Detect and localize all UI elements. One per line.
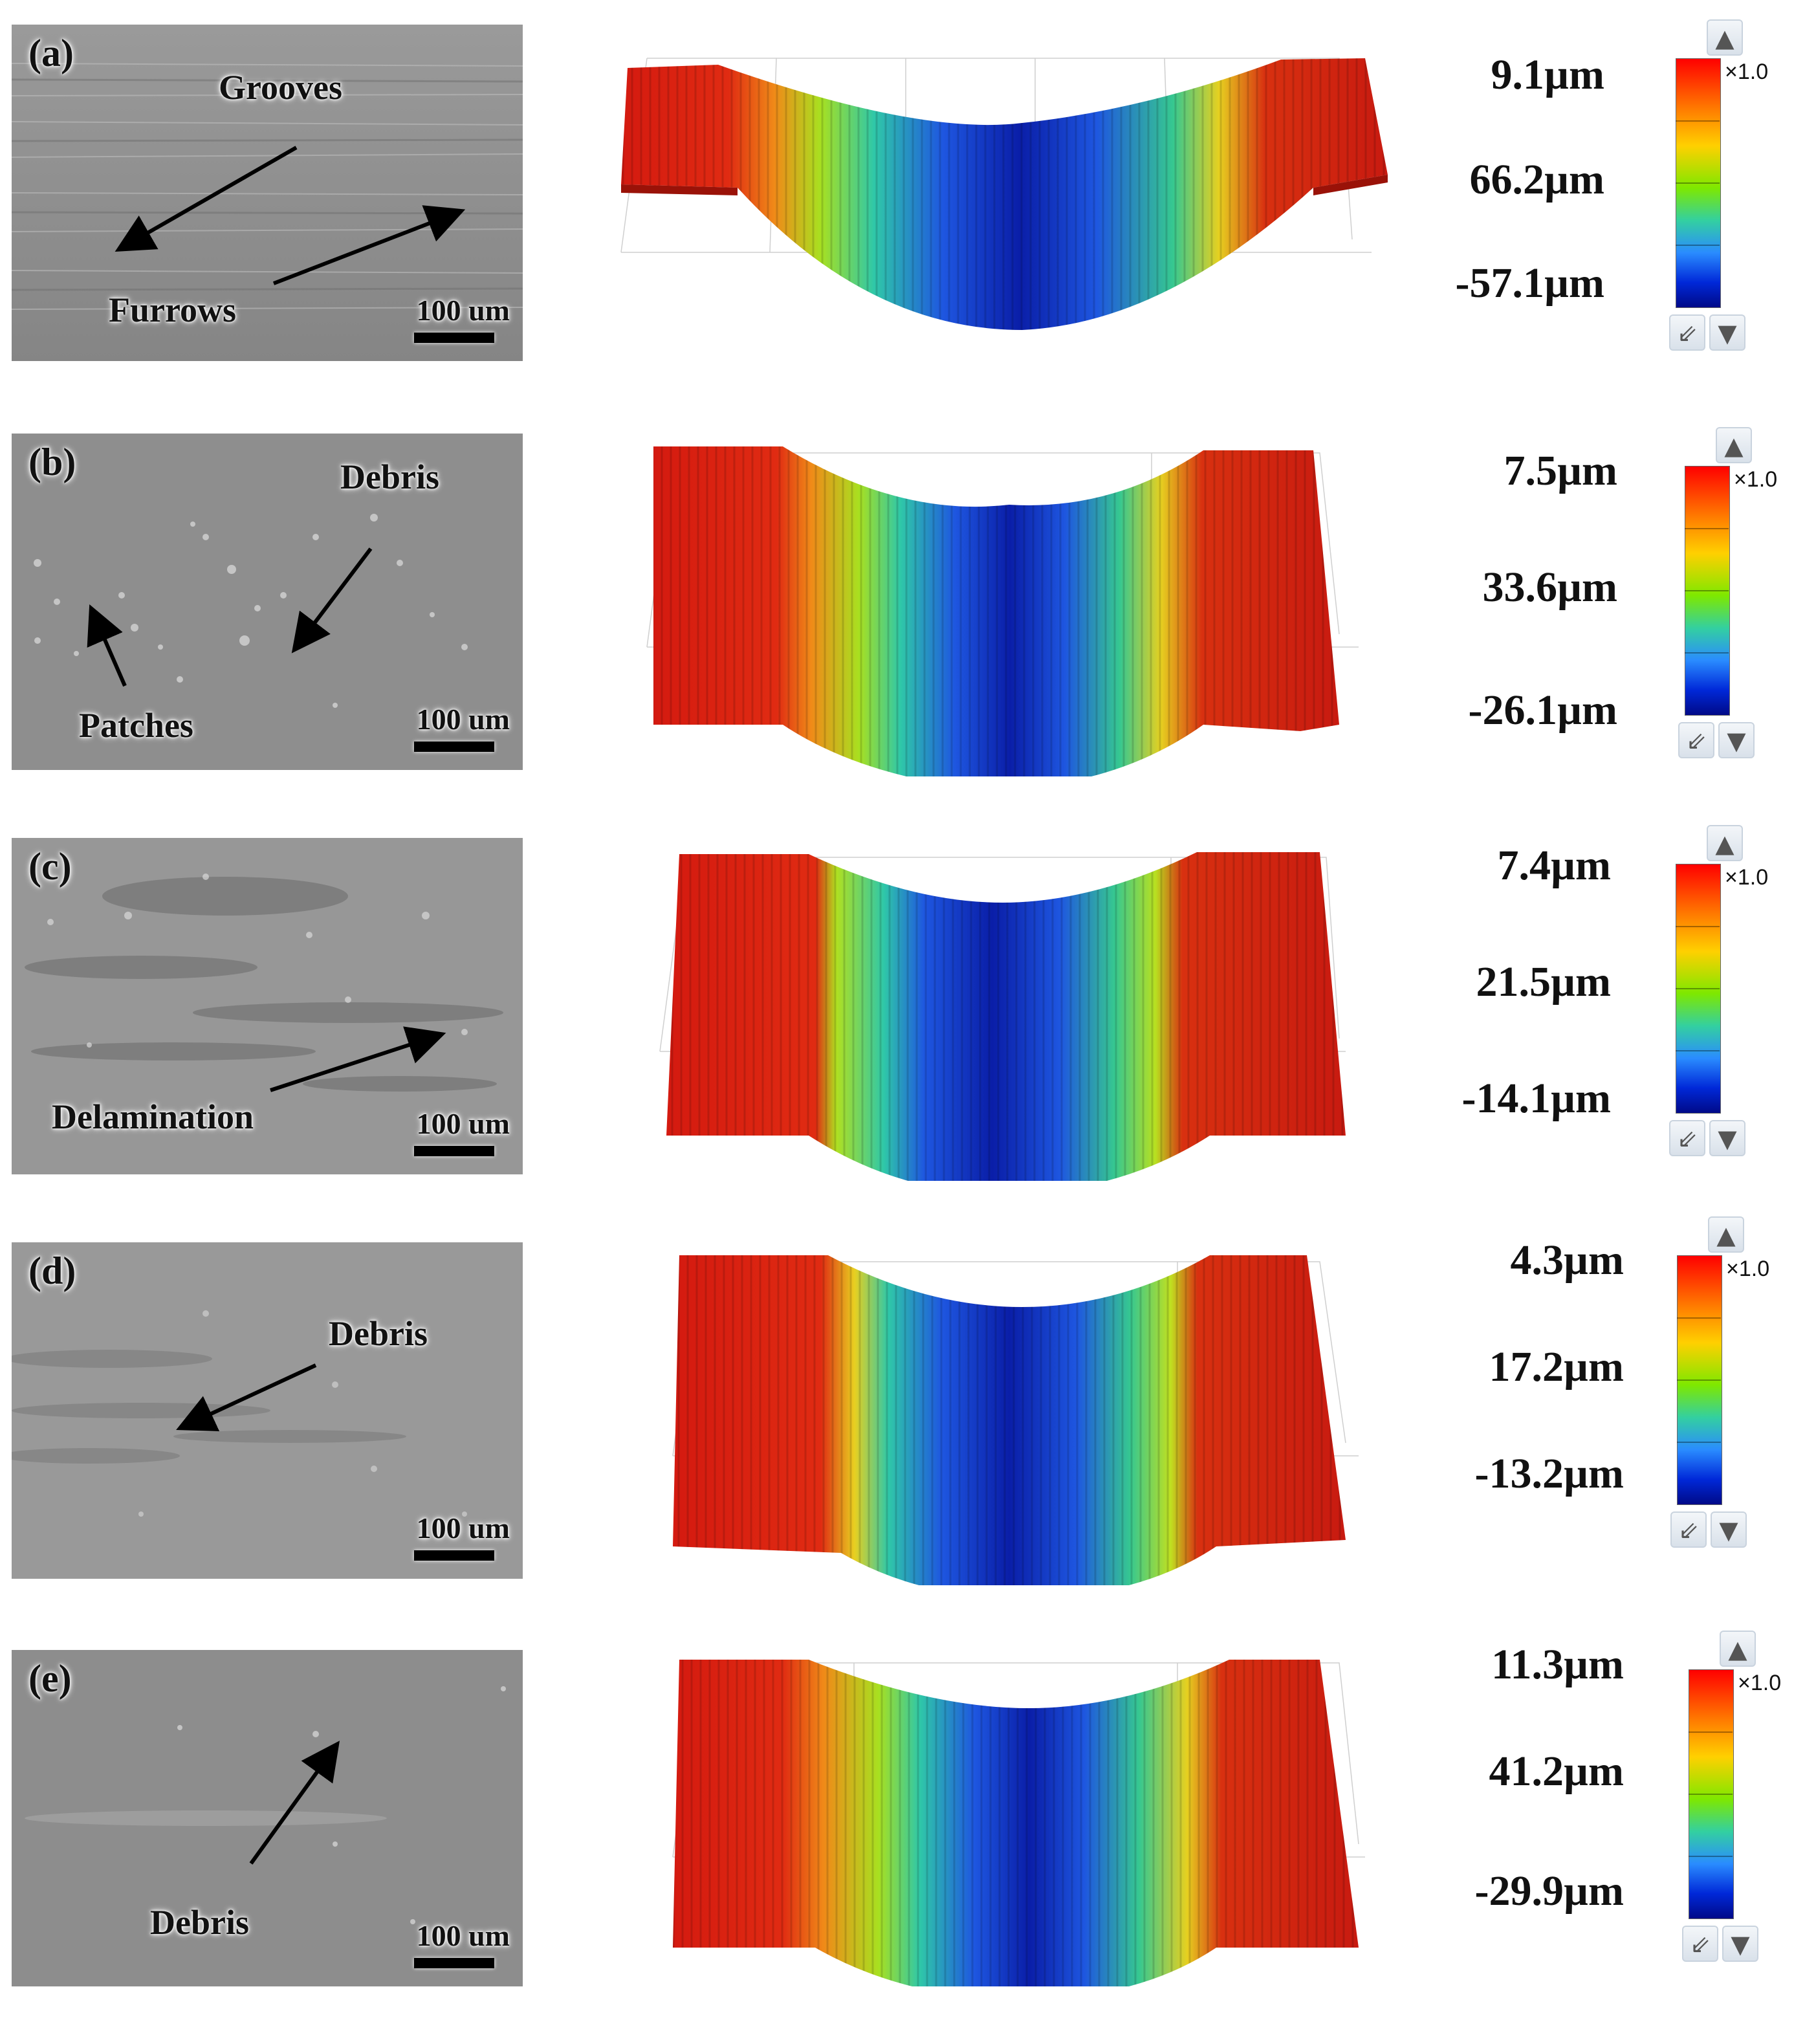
sem-texture bbox=[12, 838, 523, 1174]
scale-bar-label: 100 um bbox=[416, 1511, 510, 1544]
label-furrows: Furrows bbox=[109, 291, 236, 329]
arrow-down-icon[interactable]: ▼ bbox=[1709, 1120, 1745, 1156]
sem-texture bbox=[12, 1242, 523, 1579]
color-scale-bar bbox=[1677, 1255, 1722, 1505]
3d-profile-c bbox=[659, 852, 1346, 1181]
color-scale: ▲ ×1.0 ⇙ ▼ bbox=[1663, 19, 1779, 388]
panel-tag: (e) bbox=[28, 1657, 72, 1700]
sem-image-d: (d) Debris 100 um bbox=[12, 1242, 523, 1579]
scale-bar bbox=[414, 333, 494, 343]
sem-image-a: (a) Grooves Furrows 100 um bbox=[12, 25, 523, 361]
value-max: 7.5µm bbox=[1504, 447, 1617, 494]
value-min: -14.1µm bbox=[1461, 1075, 1611, 1122]
sem-texture bbox=[12, 434, 523, 770]
value-range: 66.2µm bbox=[1469, 156, 1604, 203]
panel-tag: (a) bbox=[28, 32, 74, 74]
scale-bar bbox=[414, 1550, 494, 1561]
color-scale-bar bbox=[1685, 466, 1730, 716]
scale-bar-label: 100 um bbox=[416, 703, 510, 736]
diagonal-arrow-icon[interactable]: ⇙ bbox=[1669, 1120, 1705, 1156]
value-max: 7.4µm bbox=[1497, 842, 1611, 889]
label-delamination: Delamination bbox=[52, 1097, 254, 1136]
label-debris: Debris bbox=[329, 1314, 428, 1353]
figure-row-c: (c) Delamination 100 um 7.4µm 21.5µm -14… bbox=[0, 825, 1805, 1187]
sem-texture bbox=[12, 25, 523, 361]
arrow-up-icon[interactable]: ▲ bbox=[1708, 1216, 1744, 1253]
value-range: 21.5µm bbox=[1476, 958, 1611, 1006]
value-max: 11.3µm bbox=[1491, 1641, 1624, 1688]
sem-image-b: (b) Debris Patches 100 um bbox=[12, 434, 523, 770]
panel-tag: (c) bbox=[28, 845, 72, 888]
label-grooves: Grooves bbox=[219, 68, 342, 107]
scale-multiplier: ×1.0 bbox=[1725, 60, 1769, 84]
color-scale: ▲ ×1.0 ⇙ ▼ bbox=[1664, 1216, 1780, 1585]
arrow-down-icon[interactable]: ▼ bbox=[1711, 1511, 1747, 1548]
arrow-down-icon[interactable]: ▼ bbox=[1722, 1926, 1758, 1962]
label-debris: Debris bbox=[340, 457, 439, 496]
diagonal-arrow-icon[interactable]: ⇙ bbox=[1682, 1926, 1718, 1962]
scale-bar-label: 100 um bbox=[416, 1107, 510, 1140]
value-min: -13.2µm bbox=[1474, 1450, 1624, 1497]
color-scale: ▲ ×1.0 ⇙ ▼ bbox=[1672, 427, 1788, 796]
sem-image-e: (e) Debris 100 um bbox=[12, 1650, 523, 1986]
3d-profile-d bbox=[672, 1255, 1359, 1585]
3d-profile-b bbox=[646, 446, 1359, 776]
annotation-arrows bbox=[249, 1741, 340, 1865]
annotation-arrows bbox=[270, 1026, 446, 1092]
figure-row-a: (a) Grooves Furrows 100 um bbox=[0, 19, 1805, 382]
color-scale-bar bbox=[1676, 864, 1721, 1114]
scale-bar bbox=[414, 1146, 494, 1156]
scale-bar bbox=[414, 1958, 494, 1968]
annotation-arrows bbox=[115, 146, 466, 285]
color-scale-bar bbox=[1689, 1669, 1734, 1919]
scale-bar bbox=[414, 742, 494, 752]
diagonal-arrow-icon[interactable]: ⇙ bbox=[1669, 314, 1705, 351]
color-scale: ▲ ×1.0 ⇙ ▼ bbox=[1663, 825, 1779, 1194]
value-min: -57.1µm bbox=[1455, 259, 1604, 307]
color-scale-bar bbox=[1676, 58, 1721, 308]
value-max: 9.1µm bbox=[1491, 51, 1604, 98]
3d-profile-e bbox=[672, 1660, 1365, 1986]
sem-image-c: (c) Delamination 100 um bbox=[12, 838, 523, 1174]
value-range: 41.2µm bbox=[1489, 1748, 1624, 1795]
annotation-arrows bbox=[176, 1363, 317, 1432]
label-debris: Debris bbox=[150, 1903, 249, 1942]
diagonal-arrow-icon[interactable]: ⇙ bbox=[1678, 722, 1714, 758]
arrow-up-icon[interactable]: ▲ bbox=[1707, 825, 1743, 861]
arrow-up-icon[interactable]: ▲ bbox=[1720, 1631, 1756, 1667]
value-range: 33.6µm bbox=[1482, 564, 1617, 611]
value-min: -29.9µm bbox=[1474, 1867, 1624, 1915]
value-range: 17.2µm bbox=[1489, 1343, 1624, 1390]
diagonal-arrow-icon[interactable]: ⇙ bbox=[1670, 1511, 1707, 1548]
3d-profile-a bbox=[620, 58, 1388, 330]
scale-multiplier: ×1.0 bbox=[1734, 467, 1778, 492]
figure-row-e: (e) Debris 100 um 11.3µm 41.2µm -29.9µm bbox=[0, 1631, 1805, 1993]
panel-tag: (d) bbox=[28, 1249, 76, 1292]
arrow-down-icon[interactable]: ▼ bbox=[1709, 314, 1745, 351]
figure-row-d: (d) Debris 100 um 4.3µm 17.2µm -13.2µm bbox=[0, 1216, 1805, 1592]
arrow-up-icon[interactable]: ▲ bbox=[1707, 19, 1743, 56]
annotation-arrows bbox=[87, 547, 373, 687]
label-patches: Patches bbox=[79, 706, 193, 745]
color-scale: ▲ ×1.0 ⇙ ▼ bbox=[1676, 1631, 1792, 1999]
value-min: -26.1µm bbox=[1468, 687, 1617, 734]
panel-tag: (b) bbox=[28, 441, 76, 483]
sem-texture bbox=[12, 1650, 523, 1986]
value-max: 4.3µm bbox=[1510, 1236, 1624, 1284]
arrow-up-icon[interactable]: ▲ bbox=[1716, 427, 1752, 463]
arrow-down-icon[interactable]: ▼ bbox=[1718, 722, 1755, 758]
figure-row-b: (b) Debris Patches 100 um 7.5µm 33.6µm - bbox=[0, 421, 1805, 783]
scale-multiplier: ×1.0 bbox=[1738, 1671, 1782, 1695]
scale-multiplier: ×1.0 bbox=[1726, 1257, 1770, 1281]
scale-multiplier: ×1.0 bbox=[1725, 865, 1769, 890]
scale-bar-label: 100 um bbox=[416, 294, 510, 327]
scale-bar-label: 100 um bbox=[416, 1919, 510, 1952]
